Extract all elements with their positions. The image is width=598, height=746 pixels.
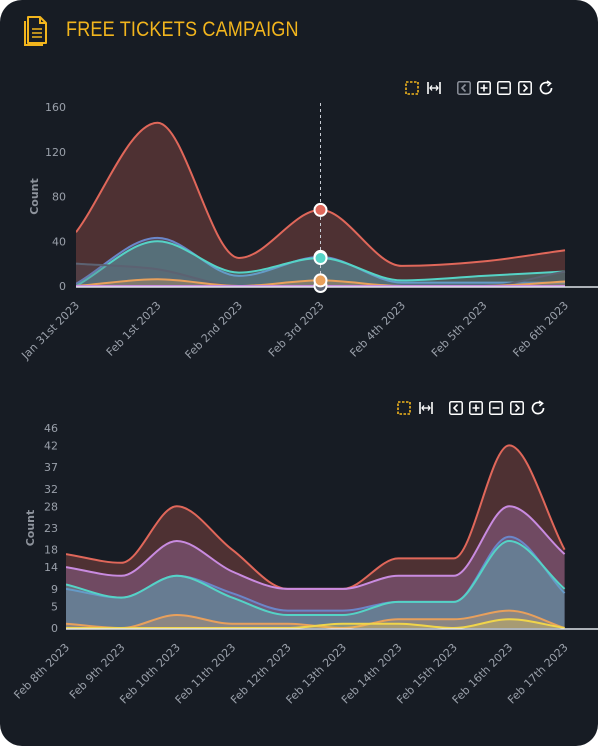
y-tick-label: 37 (44, 461, 58, 474)
reset-icon[interactable] (529, 399, 547, 417)
zoom-in-icon[interactable] (467, 399, 485, 417)
y-axis-title: Count (24, 510, 37, 547)
x-tick-label: Feb 17th 2023 (505, 641, 571, 707)
next-icon[interactable] (508, 399, 526, 417)
zoom-out-icon[interactable] (487, 399, 505, 417)
y-tick-label: 0 (51, 622, 58, 635)
y-tick-label: 32 (44, 483, 58, 496)
series-line-4 (66, 539, 566, 616)
y-tick-label: 28 (44, 500, 58, 513)
previous-icon[interactable] (447, 399, 465, 417)
selection-zoom-icon[interactable] (395, 399, 413, 417)
chart-toolbar (395, 399, 547, 417)
x-tick-label: Feb 3rd 2023 (266, 299, 327, 360)
zoom-in-icon[interactable] (475, 79, 493, 97)
series-area-2 (66, 506, 565, 628)
y-tick-label: 80 (52, 191, 66, 204)
plot-area (66, 444, 566, 630)
x-tick-label: Feb 1st 2023 (104, 299, 164, 359)
x-tick-label: Feb 5th 2023 (429, 299, 490, 360)
chart-svg: Count 0 40 80 120 160 Jan 31st 2023 Feb 1st 202… (18, 79, 598, 363)
x-tick-label: Feb 9th 2023 (67, 641, 128, 702)
chart-toolbar (403, 79, 555, 97)
y-tick-label: 18 (44, 544, 58, 557)
series-area-5 (66, 610, 565, 628)
selection-zoom-icon[interactable] (403, 79, 421, 97)
series-area-4 (76, 263, 565, 286)
next-icon[interactable] (516, 79, 534, 97)
y-tick-label: 120 (45, 146, 66, 159)
series-area-3 (66, 536, 565, 628)
header: FREE TICKETS CAMPAIGN (24, 14, 337, 46)
series-line-2 (66, 505, 566, 590)
series-line-6 (66, 618, 565, 630)
y-tick-label: 46 (44, 422, 58, 435)
x-tick-label: Feb 2nd 2023 (183, 299, 246, 362)
chart-1: Count 0 40 80 120 160 Jan 31st 2023 Feb 1st 202… (0, 70, 598, 370)
x-tick-label: Feb 8th 2023 (11, 641, 72, 702)
x-tick-label: Jan 31st 2023 (18, 299, 82, 363)
document-icon (24, 16, 47, 46)
hover-marker (313, 202, 328, 217)
pan-icon[interactable] (425, 79, 443, 97)
y-tick-label: 42 (44, 439, 58, 452)
y-tick-label: 14 (44, 561, 58, 574)
series-line-1 (76, 121, 566, 267)
y-tick-label: 160 (45, 101, 66, 114)
chart-2: Count 0 5 9 14 18 23 28 32 37 42 46 Feb 8th 2023 Feb … (0, 390, 598, 730)
y-tick-label: 0 (59, 280, 66, 293)
zoom-out-icon[interactable] (495, 79, 513, 97)
y-tick-label: 5 (51, 600, 58, 613)
series-area-4 (66, 541, 565, 628)
page-title: FREE TICKETS CAMPAIGN (66, 18, 299, 41)
hover-marker (313, 251, 328, 266)
x-tick-label: Feb 4th 2023 (347, 299, 408, 360)
series-area-1 (66, 445, 565, 628)
previous-icon[interactable] (455, 79, 473, 97)
x-tick-label: Feb 6th 2023 (510, 299, 571, 360)
y-tick-label: 9 (51, 583, 58, 596)
y-axis-title: Count (28, 178, 41, 215)
reset-icon[interactable] (537, 79, 555, 97)
series-area-1 (76, 122, 565, 286)
pan-icon[interactable] (417, 399, 435, 417)
hover-marker (313, 273, 328, 288)
y-tick-label: 23 (44, 522, 58, 535)
y-tick-label: 40 (52, 235, 66, 248)
